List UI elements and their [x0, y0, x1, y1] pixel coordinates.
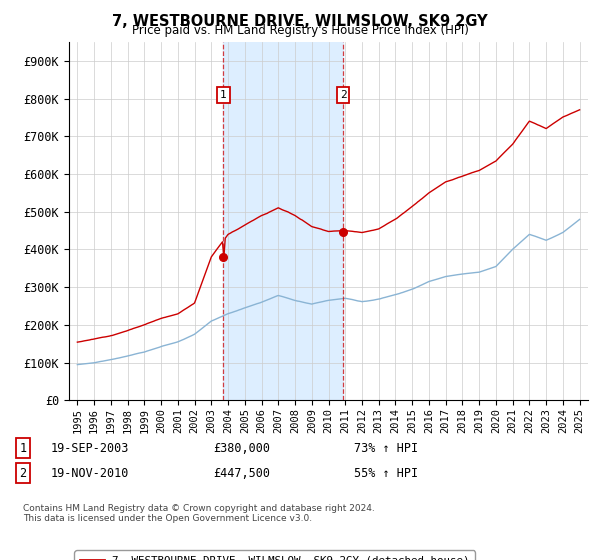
Text: 1: 1	[220, 90, 227, 100]
Text: 1: 1	[19, 441, 26, 455]
Text: 2: 2	[19, 466, 26, 480]
Text: £380,000: £380,000	[213, 441, 270, 455]
Text: 2: 2	[340, 90, 347, 100]
Text: 19-NOV-2010: 19-NOV-2010	[51, 466, 130, 480]
Text: Contains HM Land Registry data © Crown copyright and database right 2024.
This d: Contains HM Land Registry data © Crown c…	[23, 504, 374, 524]
Legend: 7, WESTBOURNE DRIVE, WILMSLOW, SK9 2GY (detached house), HPI: Average price, det: 7, WESTBOURNE DRIVE, WILMSLOW, SK9 2GY (…	[74, 550, 475, 560]
Text: 55% ↑ HPI: 55% ↑ HPI	[354, 466, 418, 480]
Text: 73% ↑ HPI: 73% ↑ HPI	[354, 441, 418, 455]
Text: Price paid vs. HM Land Registry's House Price Index (HPI): Price paid vs. HM Land Registry's House …	[131, 24, 469, 37]
Text: 7, WESTBOURNE DRIVE, WILMSLOW, SK9 2GY: 7, WESTBOURNE DRIVE, WILMSLOW, SK9 2GY	[112, 14, 488, 29]
Text: £447,500: £447,500	[213, 466, 270, 480]
Bar	[223, 42, 343, 400]
Text: 19-SEP-2003: 19-SEP-2003	[51, 441, 130, 455]
